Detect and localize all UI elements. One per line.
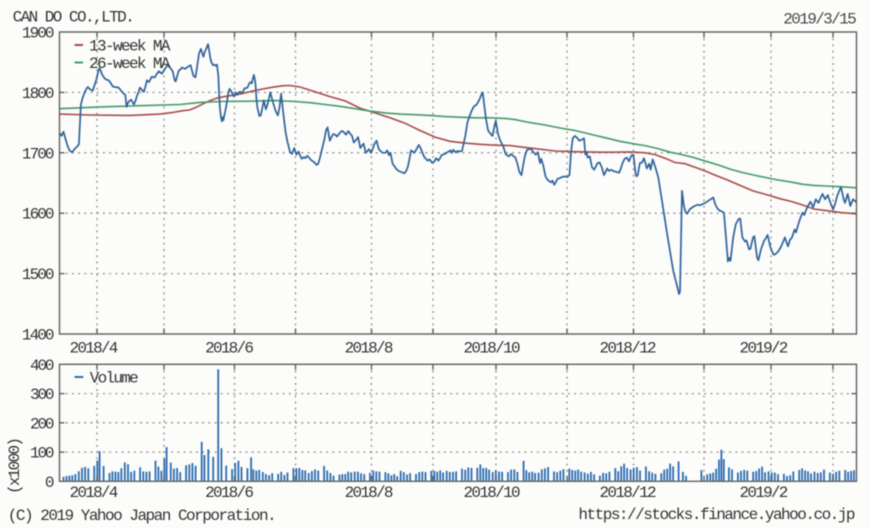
svg-text:2018/8: 2018/8 xyxy=(345,340,394,358)
svg-text:1600: 1600 xyxy=(22,206,55,224)
svg-text:2018/6: 2018/6 xyxy=(205,484,254,502)
svg-text:0: 0 xyxy=(45,474,55,492)
svg-text:CAN DO CO.,LTD.: CAN DO CO.,LTD. xyxy=(13,9,135,27)
svg-text:200: 200 xyxy=(30,415,55,433)
svg-text:26-week MA: 26-week MA xyxy=(89,55,171,73)
svg-text:2019/3/15: 2019/3/15 xyxy=(783,11,856,29)
svg-text:Volume: Volume xyxy=(90,370,139,388)
svg-text:400: 400 xyxy=(30,357,55,375)
svg-text:13-week MA: 13-week MA xyxy=(89,38,171,56)
svg-text:https://stocks.finance.yahoo.c: https://stocks.finance.yahoo.co.jp xyxy=(578,506,855,524)
svg-text:2018/4: 2018/4 xyxy=(70,484,119,502)
svg-text:2019/2: 2019/2 xyxy=(740,484,789,502)
svg-text:2018/6: 2018/6 xyxy=(205,340,254,358)
svg-text:2018/10: 2018/10 xyxy=(464,484,521,502)
svg-text:1800: 1800 xyxy=(22,85,55,103)
svg-text:2019/2: 2019/2 xyxy=(740,340,789,358)
svg-text:1700: 1700 xyxy=(22,145,55,163)
svg-text:2018/12: 2018/12 xyxy=(600,340,657,358)
svg-text:2018/12: 2018/12 xyxy=(600,484,657,502)
svg-text:2018/8: 2018/8 xyxy=(345,484,394,502)
svg-text:100: 100 xyxy=(30,445,55,463)
svg-text:300: 300 xyxy=(30,386,55,404)
svg-text:2018/10: 2018/10 xyxy=(464,340,521,358)
svg-text:(C) 2019 Yahoo Japan Corporati: (C) 2019 Yahoo Japan Corporation. xyxy=(8,507,277,525)
svg-text:(x1000): (x1000) xyxy=(6,437,24,494)
svg-text:1400: 1400 xyxy=(22,327,55,345)
svg-text:1500: 1500 xyxy=(22,266,55,284)
svg-text:1900: 1900 xyxy=(22,25,55,43)
svg-text:2018/4: 2018/4 xyxy=(70,340,119,358)
